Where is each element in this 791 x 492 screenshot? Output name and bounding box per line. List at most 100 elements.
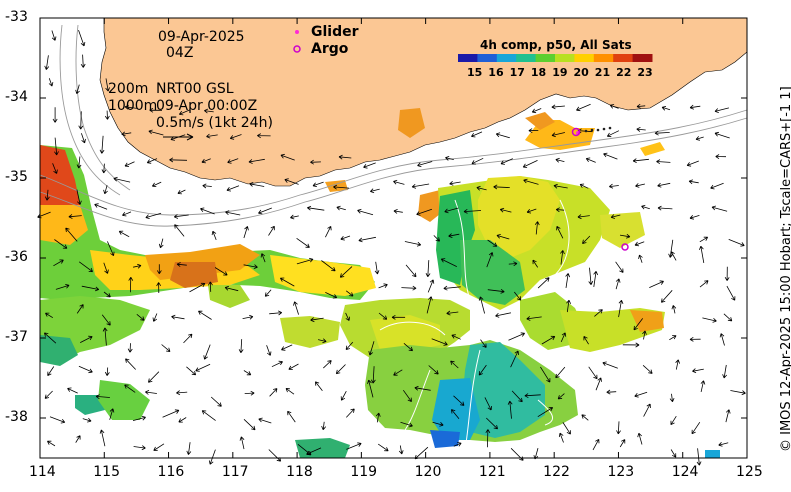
current-arrow — [560, 332, 567, 343]
date-label: 09-Apr-2025 — [158, 29, 245, 45]
current-arrow — [336, 205, 346, 211]
current-arrow — [722, 364, 728, 379]
current-arrow — [555, 366, 566, 379]
current-arrow — [53, 259, 64, 267]
current-arrow — [296, 237, 310, 248]
current-arrow — [669, 393, 675, 403]
current-arrow — [499, 207, 512, 213]
current-arrow — [269, 310, 283, 316]
current-arrow — [426, 296, 433, 314]
current-arrow — [562, 422, 571, 435]
current-arrow — [391, 314, 406, 320]
current-arrow — [471, 131, 483, 138]
current-arrow — [393, 209, 403, 214]
current-arrow — [48, 78, 54, 87]
analysis-time-label: 09-Apr 00:00Z — [156, 98, 258, 114]
current-arrow — [403, 342, 413, 352]
current-arrow — [225, 210, 241, 216]
current-arrow — [405, 264, 417, 278]
current-arrow — [715, 154, 727, 160]
current-arrow — [52, 163, 58, 174]
current-arrow — [576, 103, 591, 112]
contour-200m-label: 200m — [108, 81, 149, 97]
current-arrow — [47, 440, 56, 447]
current-arrow — [500, 158, 513, 165]
current-arrow — [431, 338, 448, 346]
current-arrow — [145, 390, 157, 395]
current-arrow — [296, 257, 314, 265]
current-arrow — [478, 296, 485, 314]
current-arrow — [615, 278, 621, 290]
current-arrow — [670, 449, 677, 458]
current-arrow — [451, 334, 461, 340]
current-arrow — [393, 369, 403, 376]
current-arrow — [523, 178, 539, 185]
colorbar-title: 4h comp, p50, All Sats — [480, 38, 632, 52]
hour-label: 04Z — [166, 45, 194, 61]
x-tick-label: 119 — [350, 464, 378, 480]
current-arrow — [370, 366, 376, 384]
current-arrow — [229, 134, 242, 140]
current-arrow — [374, 261, 380, 275]
current-arrow — [357, 208, 374, 216]
current-arrow — [321, 421, 327, 431]
current-arrow — [113, 176, 131, 183]
current-arrow — [487, 288, 505, 294]
sst-patches — [40, 108, 720, 458]
current-arrow — [81, 133, 86, 144]
current-arrow — [534, 221, 540, 235]
current-arrow — [47, 366, 55, 376]
current-arrow — [146, 158, 158, 164]
current-arrow — [224, 285, 239, 292]
colorbar-tick-label: 22 — [616, 66, 632, 79]
colorbar-tick-label: 20 — [573, 66, 589, 79]
current-arrow — [480, 339, 487, 348]
current-arrow — [367, 379, 374, 398]
current-arrow — [363, 162, 376, 169]
current-arrow — [124, 161, 135, 167]
colorbar-swatch — [477, 54, 498, 62]
isotherms — [379, 199, 570, 451]
current-arrow — [725, 409, 731, 423]
current-arrow — [370, 188, 380, 194]
colorbar-swatch — [516, 54, 537, 62]
current-arrow — [691, 421, 701, 435]
current-arrow — [615, 261, 624, 273]
current-arrow — [76, 304, 84, 314]
current-arrow — [609, 104, 619, 109]
current-arrow — [398, 445, 404, 455]
contour-1000m-label: 1000m — [108, 98, 158, 114]
current-arrow — [558, 432, 564, 443]
current-arrow — [553, 183, 568, 189]
current-arrow — [103, 185, 108, 195]
current-arrow — [487, 239, 498, 247]
current-arrow — [121, 131, 132, 137]
current-arrow — [710, 182, 724, 190]
current-arrow — [176, 262, 187, 267]
current-arrow — [510, 350, 519, 368]
current-arrow — [375, 412, 381, 423]
current-arrow — [541, 335, 556, 345]
current-arrow — [619, 439, 626, 448]
current-arrow — [606, 389, 617, 395]
current-arrow — [414, 385, 431, 391]
colorbar-swatch — [535, 54, 556, 62]
current-arrow — [281, 344, 293, 351]
current-arrow — [243, 370, 252, 376]
current-arrow — [203, 344, 211, 360]
current-arrow — [173, 214, 189, 219]
colorbar-swatch — [574, 54, 595, 62]
current-arrow — [198, 310, 212, 320]
current-arrow — [136, 313, 145, 321]
y-tick-label: -37 — [5, 329, 28, 345]
credit-text: © IMOS 12-Apr-2025 15:00 Hobart; Tscale=… — [779, 86, 791, 452]
current-arrow — [94, 203, 108, 210]
current-arrow — [633, 318, 644, 331]
current-arrow — [124, 104, 137, 110]
colorbar-swatch — [613, 54, 634, 62]
current-arrow — [657, 182, 671, 188]
current-arrow — [402, 389, 412, 402]
current-arrow — [696, 448, 702, 466]
current-arrow — [718, 442, 729, 447]
colorbar-swatch — [458, 54, 478, 62]
